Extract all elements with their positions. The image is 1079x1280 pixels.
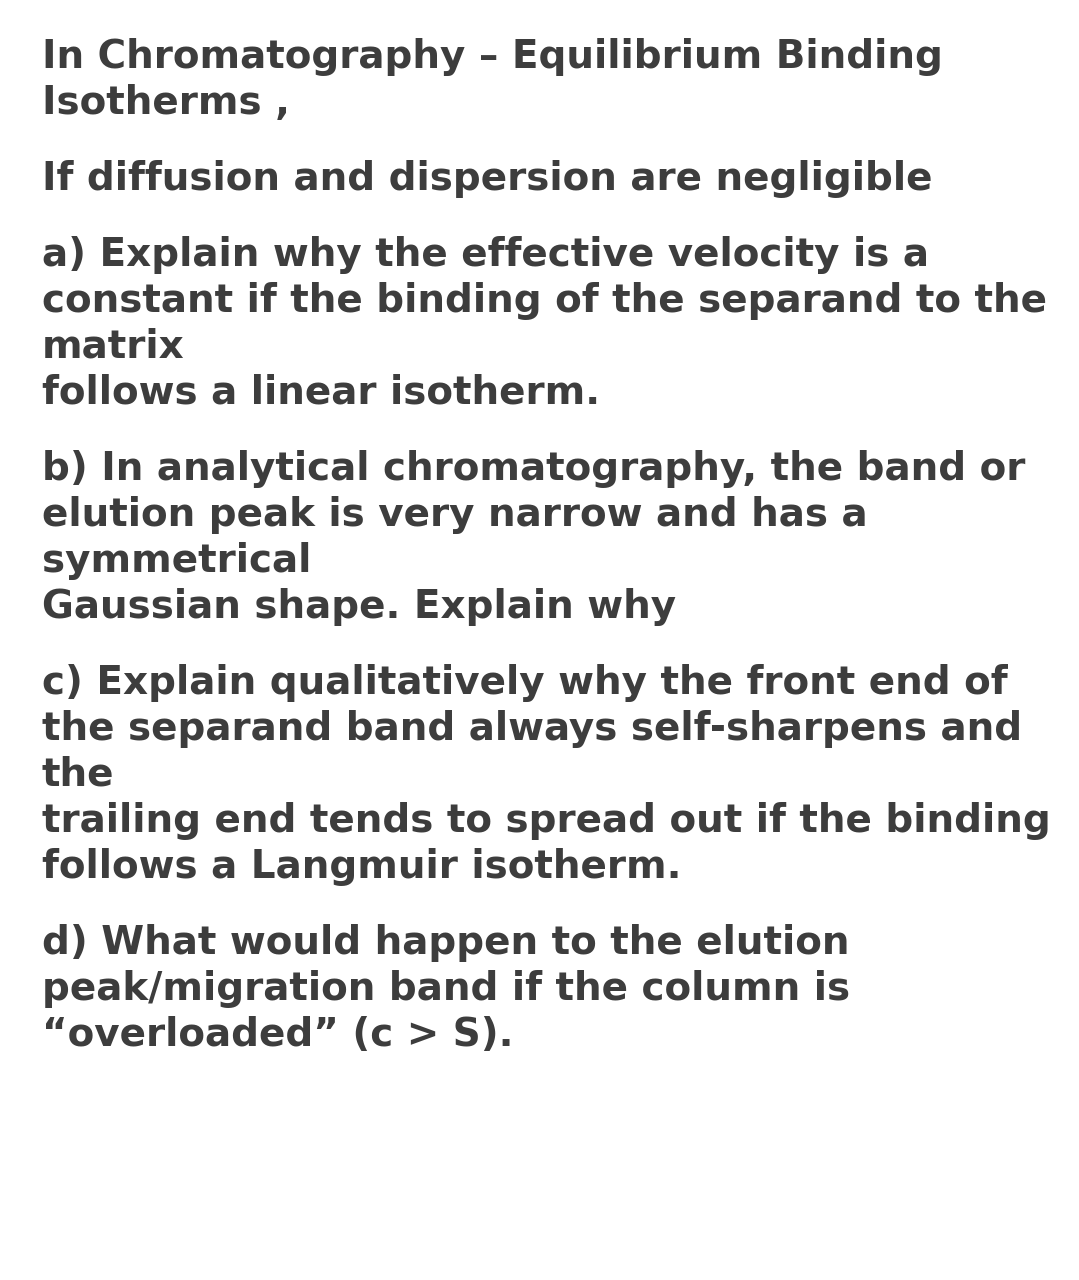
Text: a) Explain why the effective velocity is a: a) Explain why the effective velocity is… <box>42 236 929 274</box>
Text: the separand band always self-sharpens and: the separand band always self-sharpens a… <box>42 710 1022 748</box>
Text: In Chromatography – Equilibrium Binding: In Chromatography – Equilibrium Binding <box>42 38 943 76</box>
Text: If diffusion and dispersion are negligible: If diffusion and dispersion are negligib… <box>42 160 932 198</box>
Text: Isotherms ,: Isotherms , <box>42 84 290 122</box>
Text: c) Explain qualitatively why the front end of: c) Explain qualitatively why the front e… <box>42 664 1008 701</box>
Text: b) In analytical chromatography, the band or: b) In analytical chromatography, the ban… <box>42 451 1025 488</box>
Text: matrix: matrix <box>42 328 185 366</box>
Text: follows a linear isotherm.: follows a linear isotherm. <box>42 374 600 412</box>
Text: peak/migration band if the column is: peak/migration band if the column is <box>42 970 850 1009</box>
Text: trailing end tends to spread out if the binding: trailing end tends to spread out if the … <box>42 803 1051 840</box>
Text: constant if the binding of the separand to the: constant if the binding of the separand … <box>42 282 1047 320</box>
Text: Gaussian shape. Explain why: Gaussian shape. Explain why <box>42 588 677 626</box>
Text: elution peak is very narrow and has a: elution peak is very narrow and has a <box>42 495 868 534</box>
Text: the: the <box>42 756 114 794</box>
Text: symmetrical: symmetrical <box>42 541 312 580</box>
Text: follows a Langmuir isotherm.: follows a Langmuir isotherm. <box>42 847 682 886</box>
Text: “overloaded” (c > S).: “overloaded” (c > S). <box>42 1016 514 1053</box>
Text: d) What would happen to the elution: d) What would happen to the elution <box>42 924 849 963</box>
